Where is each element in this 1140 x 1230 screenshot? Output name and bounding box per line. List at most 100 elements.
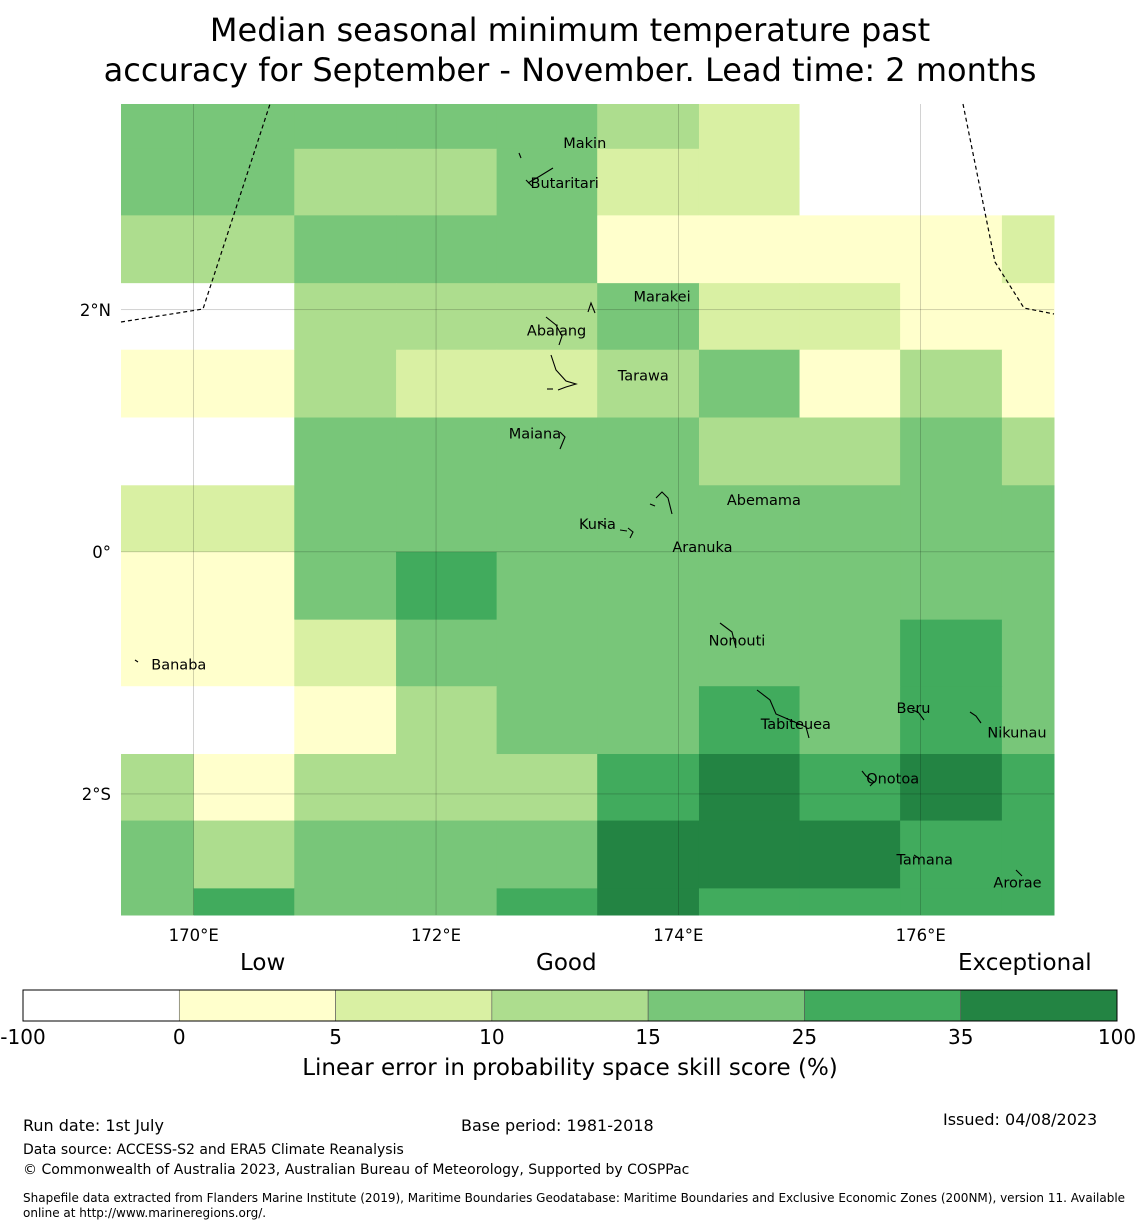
grid-cell <box>799 148 901 216</box>
grid-cell <box>193 104 295 150</box>
grid-cell <box>496 754 598 822</box>
issued-date: Issued: 04/08/2023 <box>943 1110 1098 1129</box>
base-period: Base period: 1981-2018 <box>461 1116 654 1135</box>
island-outline <box>649 503 656 507</box>
place-label: Tabiteuea <box>760 717 831 733</box>
grid-cell <box>1001 820 1055 889</box>
chart-title: Median seasonal minimum temperature past… <box>0 10 1140 90</box>
grid-cell <box>496 551 598 621</box>
grid-cell <box>193 551 295 621</box>
copyright: © Commonwealth of Australia 2023, Austra… <box>23 1162 690 1178</box>
island-outline <box>597 521 607 528</box>
y-tick-label: 2°N <box>80 301 111 320</box>
data-source: Data source: ACCESS-S2 and ERA5 Climate … <box>23 1142 404 1158</box>
eez-boundary-west <box>120 103 271 323</box>
grid-cell <box>799 417 901 486</box>
island-outline <box>719 622 737 649</box>
grid-cell <box>121 148 195 216</box>
island-outline <box>134 659 139 663</box>
grid-cell <box>1001 148 1055 216</box>
grid-cell <box>900 754 1003 822</box>
grid-cell <box>496 888 598 916</box>
grid-cell <box>294 148 397 216</box>
place-label: Maiana <box>509 426 561 442</box>
grid-cell <box>597 215 700 284</box>
grid-cell <box>396 417 498 486</box>
grid-cell <box>597 551 700 621</box>
colorbar-segment <box>335 989 493 1022</box>
colorbar-label: Linear error in probability space skill … <box>302 1055 838 1081</box>
grid-cell <box>121 215 195 284</box>
grid-cell <box>597 619 700 687</box>
grid-cell <box>294 619 397 687</box>
run-date: Run date: 1st July <box>23 1116 164 1135</box>
grid-cell <box>121 820 195 889</box>
grid-cell <box>294 551 397 621</box>
grid-cell <box>121 888 195 916</box>
title-line-2: accuracy for September - November. Lead … <box>103 51 1037 89</box>
colorbar-tick-label: 0 <box>172 1025 186 1049</box>
grid-cell <box>799 754 901 822</box>
island-outline <box>756 689 810 739</box>
grid-cell <box>597 148 700 216</box>
axis-ticks: 170°E 172°E 174°E 176°E 2°N 0° 2°S <box>80 301 946 945</box>
colorbar-tick-label: 5 <box>329 1025 342 1049</box>
grid-cell <box>597 349 700 419</box>
grid-cell <box>900 215 1003 284</box>
grid-cell <box>496 619 598 687</box>
grid-cell <box>698 148 801 216</box>
grid-cell <box>1001 754 1055 822</box>
y-tick-label: 2°S <box>82 785 111 804</box>
grid-cell <box>900 148 1003 216</box>
grid-cell <box>294 888 397 916</box>
place-label: Beru <box>896 701 930 717</box>
island-outline <box>559 431 566 450</box>
grid-cell <box>496 485 598 553</box>
grid-cell <box>121 754 195 822</box>
colorbar-tick-label: 25 <box>791 1025 818 1049</box>
grid-cell <box>900 551 1003 621</box>
x-tick-label: 172°E <box>411 926 461 945</box>
grid-cell <box>1001 349 1055 419</box>
grid-cell <box>396 283 498 351</box>
grid-cell <box>193 283 295 351</box>
colorbar-tick-label: 15 <box>635 1025 661 1049</box>
colorbar <box>22 989 1118 1022</box>
colorbar-segment <box>178 989 336 1022</box>
island-outline <box>550 354 578 391</box>
grid-cell <box>900 485 1003 553</box>
grid-cell <box>193 148 295 216</box>
y-tick-label: 0° <box>92 543 111 562</box>
grid-cell <box>597 888 700 916</box>
grid-cell <box>396 148 498 216</box>
grid-cell <box>799 686 901 755</box>
grid-cell <box>698 888 801 916</box>
grid-cell <box>597 485 700 553</box>
grid-cell <box>294 754 397 822</box>
grid-cell <box>799 888 901 916</box>
grid-cell <box>294 104 397 150</box>
island-outline <box>627 527 634 539</box>
island-outline <box>619 529 628 532</box>
grid-cell <box>496 686 598 755</box>
grid-cell <box>698 215 801 284</box>
grid-cell <box>496 283 598 351</box>
colorbar-segment <box>22 989 180 1022</box>
coastlines <box>134 152 1023 877</box>
grid-cell <box>1001 551 1055 621</box>
grid-cell <box>799 215 901 284</box>
grid-cell <box>698 820 801 889</box>
grid-cell <box>900 619 1003 687</box>
graticule <box>121 104 1054 915</box>
island-outline <box>913 854 921 860</box>
skill-grid <box>121 104 1055 916</box>
grid-cell <box>698 619 801 687</box>
place-label: Abemama <box>727 493 801 509</box>
grid-cell <box>121 686 195 755</box>
grid-cell <box>121 417 195 486</box>
place-label: Nonouti <box>709 633 766 649</box>
grid-cell <box>900 283 1003 351</box>
grid-cell <box>698 417 801 486</box>
colorbar-tick-label: 10 <box>479 1025 505 1049</box>
